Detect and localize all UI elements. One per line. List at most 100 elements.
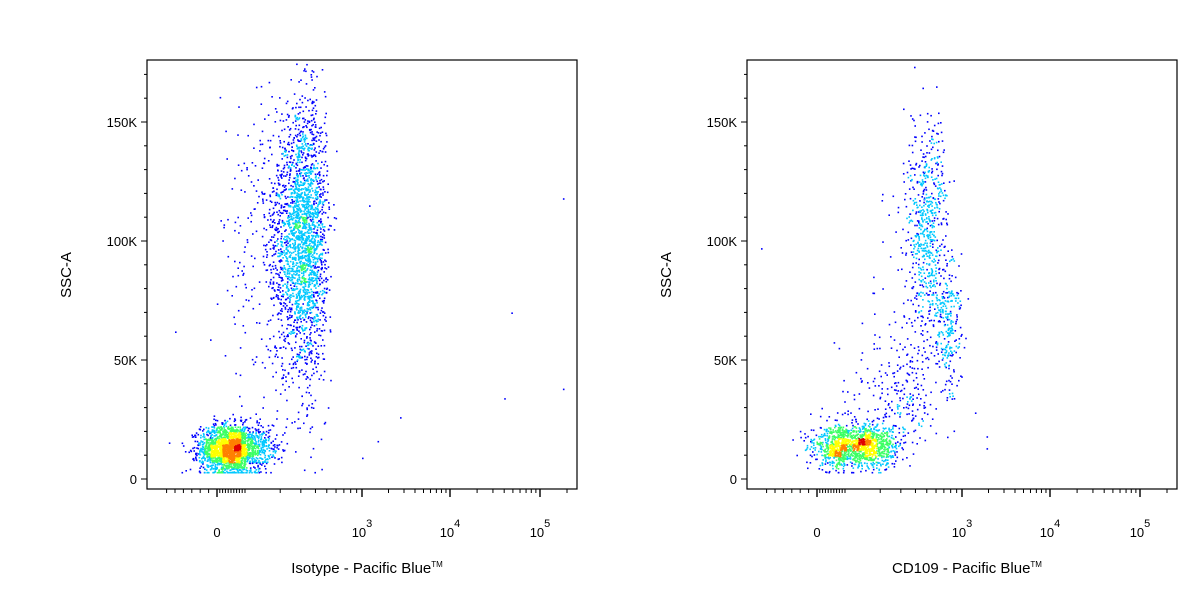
data-point (262, 198, 264, 201)
data-point (302, 272, 305, 275)
data-point (215, 424, 217, 426)
data-point (236, 436, 239, 439)
data-point (259, 418, 261, 420)
data-point (277, 252, 280, 254)
data-point (249, 442, 252, 444)
data-point (282, 279, 284, 281)
data-point (212, 467, 215, 470)
data-point (222, 443, 225, 446)
data-point (298, 299, 300, 302)
data-point (220, 460, 223, 462)
data-point (309, 339, 312, 341)
data-point (237, 216, 239, 219)
data-point (303, 223, 305, 226)
data-point (295, 106, 297, 109)
data-point (299, 308, 301, 310)
data-point (274, 253, 277, 255)
data-point (196, 452, 198, 455)
data-point (311, 79, 313, 81)
data-point (295, 118, 297, 120)
data-point (298, 274, 301, 276)
data-point (319, 258, 321, 261)
data-point (241, 270, 243, 272)
data-point (277, 283, 280, 286)
data-point (234, 444, 236, 446)
y-tick-label: 50K (114, 353, 137, 368)
data-point (209, 465, 211, 467)
data-point (294, 311, 296, 313)
data-point (246, 440, 248, 442)
data-point (301, 216, 303, 219)
data-point (271, 265, 274, 268)
data-point (255, 86, 258, 89)
data-point (293, 177, 295, 180)
data-point (267, 348, 269, 351)
data-point (206, 471, 208, 474)
data-point (299, 188, 301, 191)
data-point (238, 447, 241, 450)
data-point (308, 352, 311, 354)
data-point (306, 259, 308, 262)
data-point (253, 444, 256, 447)
data-point (254, 165, 257, 167)
data-point (274, 121, 277, 123)
data-point (288, 256, 291, 258)
data-point (248, 436, 251, 439)
data-point (333, 217, 336, 219)
data-point (238, 464, 241, 466)
data-point (299, 266, 301, 268)
data-point (287, 268, 290, 270)
data-point (312, 218, 315, 221)
data-point (308, 297, 311, 299)
data-point (284, 273, 286, 275)
data-point (305, 310, 308, 313)
data-point (292, 288, 295, 290)
data-point (205, 450, 208, 453)
data-point (261, 193, 264, 195)
data-point (309, 218, 312, 221)
data-point (302, 274, 305, 277)
data-point (323, 290, 326, 293)
data-point (310, 326, 312, 329)
data-point (297, 155, 300, 157)
data-point (311, 350, 313, 352)
data-point (319, 132, 322, 134)
data-point (292, 265, 294, 268)
data-point (244, 435, 246, 437)
data-point (235, 447, 238, 450)
data-point (231, 454, 234, 457)
data-point (291, 258, 294, 260)
data-point (241, 462, 243, 465)
data-point (317, 318, 320, 321)
data-point (195, 453, 197, 456)
data-point (214, 422, 217, 425)
data-point (263, 444, 265, 446)
data-point (279, 119, 282, 122)
data-point (298, 194, 301, 196)
data-point (238, 461, 240, 464)
data-point (290, 246, 292, 249)
data-point (309, 283, 312, 286)
data-point (219, 452, 222, 455)
data-point (309, 184, 311, 187)
data-point (243, 430, 245, 432)
data-point (295, 366, 298, 369)
data-point (322, 292, 324, 295)
data-point (290, 195, 292, 198)
data-point (232, 459, 234, 461)
data-point (298, 326, 301, 329)
data-point (316, 277, 319, 280)
data-point (290, 277, 292, 279)
data-point (325, 112, 327, 115)
data-point (324, 191, 326, 193)
data-point (237, 464, 239, 466)
data-point (253, 123, 255, 126)
data-point (267, 219, 269, 221)
data-point (237, 440, 240, 442)
data-point (310, 204, 312, 207)
data-point (291, 163, 293, 166)
data-point (316, 273, 318, 276)
data-point (305, 227, 307, 230)
data-point (258, 459, 260, 462)
data-point (291, 274, 293, 276)
